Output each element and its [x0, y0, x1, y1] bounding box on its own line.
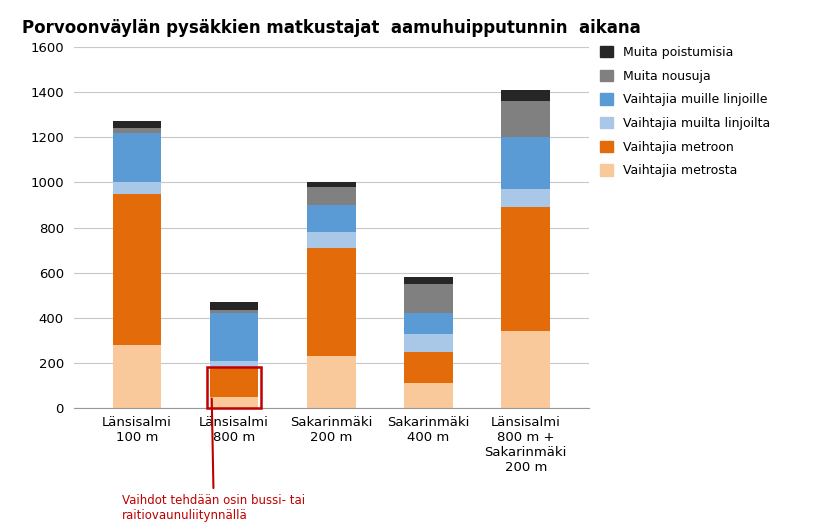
Bar: [307, 183, 356, 187]
Bar: [501, 90, 550, 101]
Bar: [307, 248, 356, 356]
Bar: [209, 360, 258, 367]
Bar: [113, 133, 161, 183]
Bar: [113, 194, 161, 345]
Bar: [501, 189, 550, 207]
Bar: [404, 313, 453, 334]
Bar: [113, 121, 161, 128]
Bar: [501, 331, 550, 408]
Bar: [501, 137, 550, 189]
Title: Porvoonväylän pysäkkien matkustajat  aamuhuipputunnin  aikana: Porvoonväylän pysäkkien matkustajat aamu…: [22, 19, 640, 37]
Bar: [209, 367, 258, 396]
Bar: [113, 128, 161, 133]
Bar: [209, 310, 258, 313]
Bar: [404, 284, 453, 313]
Bar: [307, 205, 356, 232]
Bar: [307, 356, 356, 408]
Bar: [113, 345, 161, 408]
Bar: [307, 187, 356, 205]
Bar: [404, 277, 453, 284]
Bar: [501, 207, 550, 331]
Bar: [501, 101, 550, 137]
Text: Vaihdot tehdään osin bussi- tai
raitiovaunuliitynnällä: Vaihdot tehdään osin bussi- tai raitiova…: [122, 399, 305, 521]
Bar: [209, 302, 258, 310]
Bar: [404, 351, 453, 383]
Bar: [404, 383, 453, 408]
Bar: [209, 396, 258, 408]
Legend: Muita poistumisia, Muita nousuja, Vaihtajia muille linjoille, Vaihtajia muilta l: Muita poistumisia, Muita nousuja, Vaihta…: [600, 46, 770, 177]
Bar: [307, 232, 356, 248]
Bar: [113, 183, 161, 194]
Bar: [404, 334, 453, 351]
Bar: [209, 313, 258, 360]
